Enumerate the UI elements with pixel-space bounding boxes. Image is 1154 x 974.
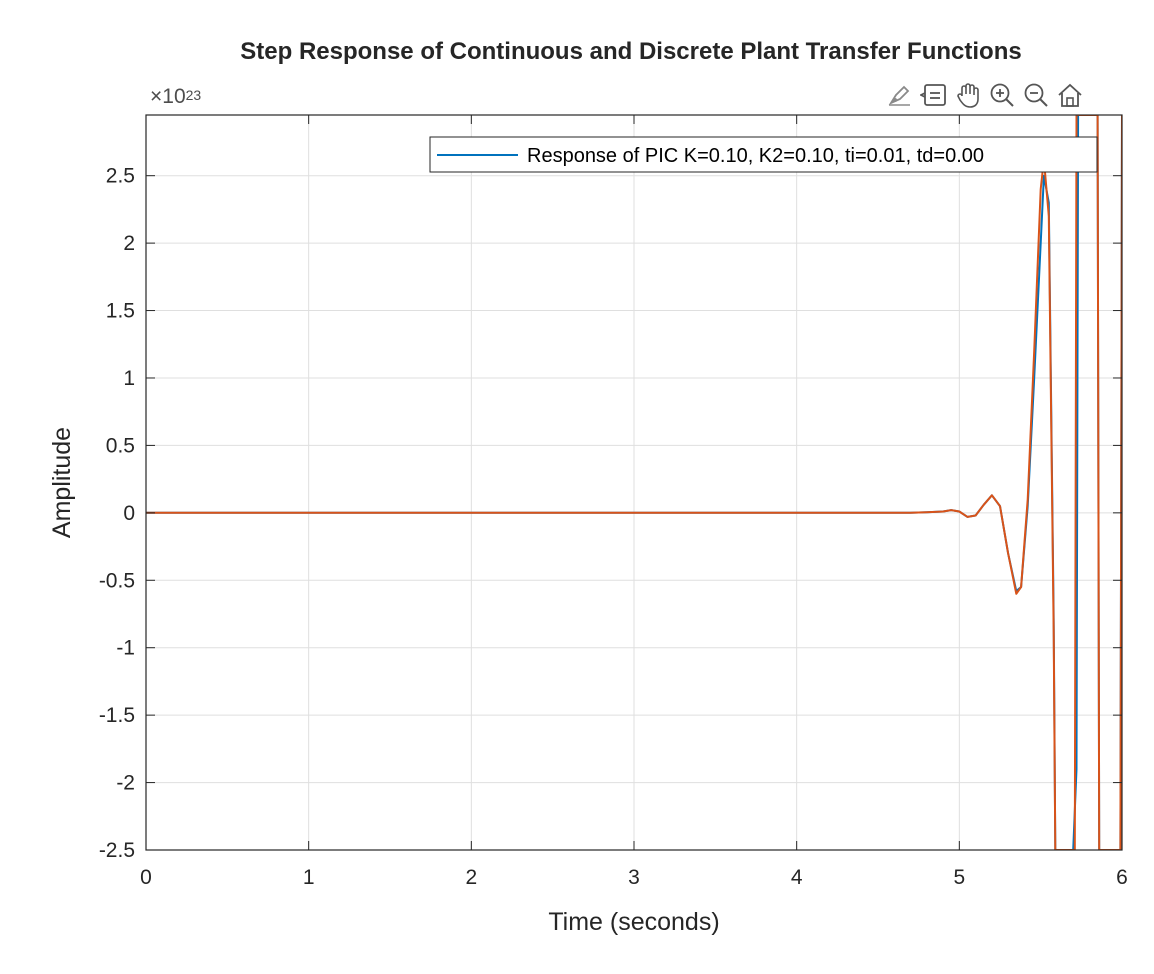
- zoom-in-icon[interactable]: [986, 78, 1018, 112]
- pan-icon[interactable]: [952, 78, 984, 112]
- y-axis-label: Amplitude: [48, 427, 76, 538]
- y-tick-label: -1.5: [99, 704, 135, 727]
- x-axis-label: Time (seconds): [548, 908, 719, 936]
- zoom-out-icon[interactable]: [1020, 78, 1052, 112]
- y-tick-label: -1: [116, 637, 135, 660]
- y-tick-label: -2.5: [99, 839, 135, 862]
- x-tick-label: 2: [465, 866, 477, 889]
- y-tick-label: -2: [116, 772, 135, 795]
- y-tick-label: 0.5: [106, 434, 135, 457]
- y-tick-label: 1.5: [106, 300, 135, 323]
- axes-toolbar: [884, 78, 1086, 112]
- series-line-2: [146, 115, 1122, 850]
- x-tick-label: 4: [791, 866, 803, 889]
- x-tick-label: 6: [1116, 866, 1128, 889]
- legend-entry: Response of PIC K=0.10, K2=0.10, ti=0.01…: [527, 145, 984, 167]
- brush-icon[interactable]: [884, 78, 916, 112]
- legend: Response of PIC K=0.10, K2=0.10, ti=0.01…: [429, 136, 1098, 173]
- x-tick-label: 5: [953, 866, 965, 889]
- y-tick-label: 2.5: [106, 165, 135, 188]
- datatip-icon[interactable]: [918, 78, 950, 112]
- y-tick-label: -0.5: [99, 569, 135, 592]
- y-tick-label: 0: [123, 502, 135, 525]
- legend-box: [429, 136, 1098, 173]
- y-axis-exponent: ×1023: [150, 85, 201, 109]
- series-group: [146, 115, 1122, 850]
- x-tick-label: 0: [140, 866, 152, 889]
- y-tick-label: 1: [123, 367, 135, 390]
- y-exponent-power: 23: [185, 87, 202, 103]
- x-tick-label: 3: [628, 866, 640, 889]
- chart-title: Step Response of Continuous and Discrete…: [240, 38, 1022, 65]
- x-tick-label: 1: [303, 866, 315, 889]
- y-exponent-base: ×10: [150, 85, 186, 108]
- home-icon[interactable]: [1054, 78, 1086, 112]
- y-tick-label: 2: [123, 232, 135, 255]
